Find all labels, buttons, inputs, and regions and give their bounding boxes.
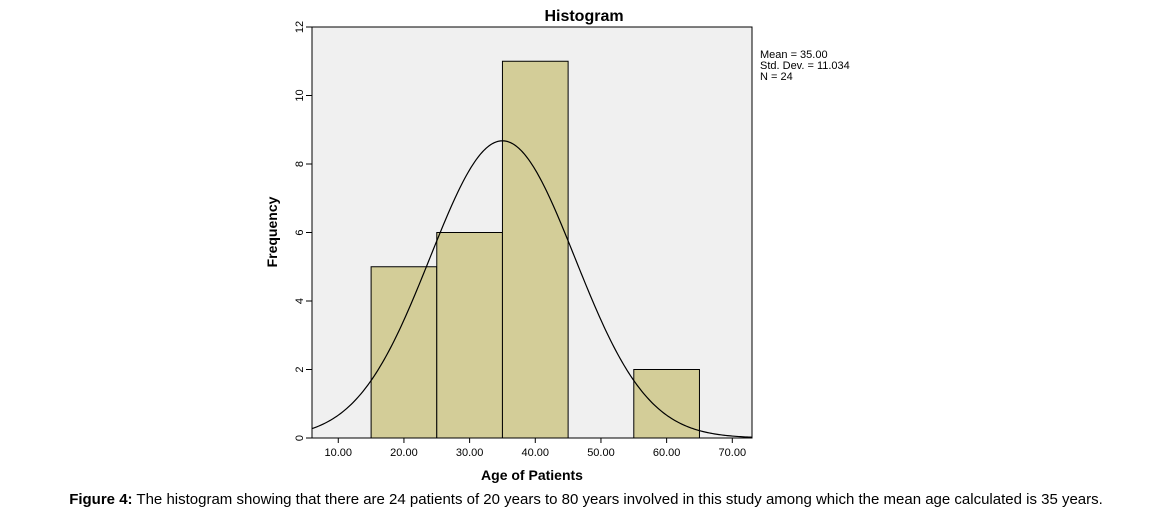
histogram-bar-2 [501,60,569,439]
y-tick-label: 4 [294,298,306,304]
x-tick-label: 30.00 [456,447,484,459]
figure-caption: Figure 4: The histogram showing that the… [0,491,1172,508]
caption-text: The histogram showing that there are 24 … [132,491,1103,508]
histogram-bar-1 [436,232,503,439]
caption-label: Figure 4: [69,491,133,508]
x-tick-label: 20.00 [390,447,418,459]
y-tick-label: 8 [294,161,306,167]
y-tick-label: 10 [294,89,306,101]
x-tick-label: 50.00 [587,447,615,459]
x-tick-label: 40.00 [522,447,550,459]
histogram-chart: Histogram 0 2 4 6 8 10 12 10.00 20.00 30.00 40.00 5… [264,8,850,483]
stats-line: Std. Dev. = 11.034 [760,60,850,72]
stats-line: N = 24 [760,71,793,83]
x-tick-label: 10.00 [325,447,353,459]
stats-line: Mean = 35.00 [760,49,828,61]
bars [370,60,700,439]
y-tick-label: 0 [294,435,306,441]
chart-title: Histogram [544,8,623,25]
y-tick-label: 2 [294,366,306,372]
y-tick-label: 12 [294,21,306,33]
y-tick-label: 6 [294,229,306,235]
axes: 0 2 4 6 8 10 12 10.00 20.00 30.00 40.00 50.00 60.00 7… [294,21,746,459]
x-axis-label: Age of Patients [481,467,583,483]
x-tick-label: 60.00 [653,447,681,459]
y-axis-label: Frequency [264,196,280,267]
x-tick-label: 70.00 [719,447,747,459]
histogram-bar-0 [370,266,438,439]
normal-curve [311,140,753,438]
